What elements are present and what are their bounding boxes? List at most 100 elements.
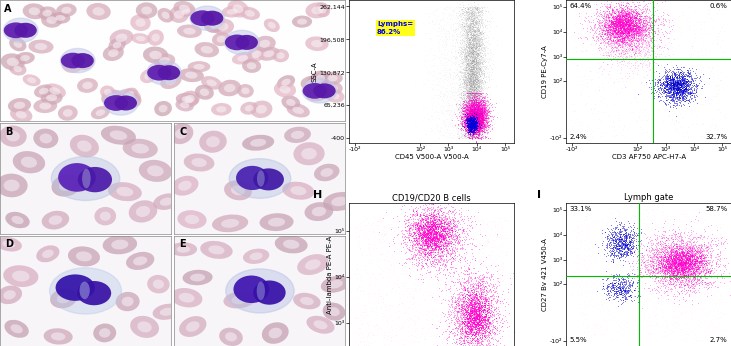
Point <box>349 311 361 317</box>
Point <box>478 122 490 128</box>
Point <box>622 283 634 288</box>
Point <box>464 76 476 82</box>
Point <box>663 256 675 262</box>
Point <box>407 207 419 212</box>
Point <box>604 29 616 35</box>
Point <box>607 256 618 262</box>
Point <box>704 231 716 237</box>
Point <box>601 27 613 33</box>
Point <box>456 23 468 29</box>
Point <box>579 280 591 286</box>
Point <box>450 318 462 324</box>
Point <box>457 111 469 117</box>
Point <box>356 319 368 325</box>
Point <box>433 228 445 234</box>
Point <box>474 60 486 65</box>
Point <box>468 101 480 107</box>
Point <box>455 320 467 325</box>
Point <box>645 97 656 102</box>
Point <box>385 327 396 332</box>
Point <box>622 327 634 333</box>
Point <box>469 298 481 303</box>
Point <box>479 320 491 326</box>
Point <box>471 119 482 125</box>
Point <box>598 20 610 26</box>
Point <box>618 41 629 47</box>
Point <box>611 30 623 36</box>
Point <box>444 283 455 288</box>
Point <box>648 272 660 277</box>
Point <box>358 302 370 308</box>
Point <box>458 23 470 28</box>
Point <box>615 22 626 28</box>
Point <box>463 52 475 57</box>
Point <box>469 91 481 97</box>
Point <box>644 26 656 31</box>
Point <box>684 240 696 245</box>
Point <box>709 122 721 128</box>
Point <box>688 266 700 272</box>
Point <box>474 122 485 128</box>
Point <box>474 123 485 128</box>
Ellipse shape <box>153 280 164 289</box>
Point <box>690 243 702 248</box>
Point <box>439 4 451 10</box>
Point <box>452 11 464 16</box>
Point <box>581 216 593 221</box>
Point <box>622 29 634 35</box>
Point <box>580 301 591 307</box>
Point <box>608 27 620 33</box>
Point <box>670 80 682 85</box>
Point <box>671 249 683 254</box>
Point <box>679 89 691 94</box>
Point <box>431 220 442 225</box>
Point <box>670 279 681 284</box>
Point <box>466 94 477 100</box>
Point <box>672 66 683 72</box>
Point <box>648 87 660 93</box>
Point <box>620 16 632 21</box>
Point <box>689 258 701 264</box>
Point <box>469 124 481 129</box>
Point <box>476 110 488 116</box>
Point <box>464 117 476 122</box>
Point <box>474 313 485 318</box>
Point <box>625 18 637 23</box>
Point <box>574 233 586 238</box>
Point <box>383 240 395 245</box>
Point <box>424 215 436 221</box>
Point <box>440 220 452 226</box>
Point <box>590 40 602 46</box>
Point <box>635 33 646 38</box>
Point <box>613 247 624 253</box>
Point <box>468 95 480 101</box>
Point <box>689 256 701 261</box>
Point <box>607 49 618 55</box>
Point <box>616 22 627 28</box>
Point <box>472 48 484 54</box>
Point <box>465 81 477 86</box>
Point <box>391 308 403 314</box>
Point <box>428 92 440 97</box>
Point <box>465 122 477 127</box>
Point <box>673 81 684 86</box>
Point <box>473 59 485 64</box>
Point <box>458 7 470 12</box>
Point <box>463 109 474 114</box>
Point <box>675 283 686 289</box>
Point <box>457 263 469 269</box>
Point <box>658 329 670 334</box>
Point <box>463 95 475 100</box>
Point <box>412 232 424 237</box>
Point <box>578 301 590 306</box>
Point <box>683 89 694 95</box>
Point <box>664 79 676 84</box>
Point <box>471 295 482 301</box>
Point <box>470 126 482 132</box>
Point <box>452 134 464 139</box>
Point <box>614 285 626 290</box>
Point <box>417 333 429 339</box>
Point <box>647 287 659 292</box>
Point <box>673 222 684 228</box>
Point <box>477 116 489 121</box>
